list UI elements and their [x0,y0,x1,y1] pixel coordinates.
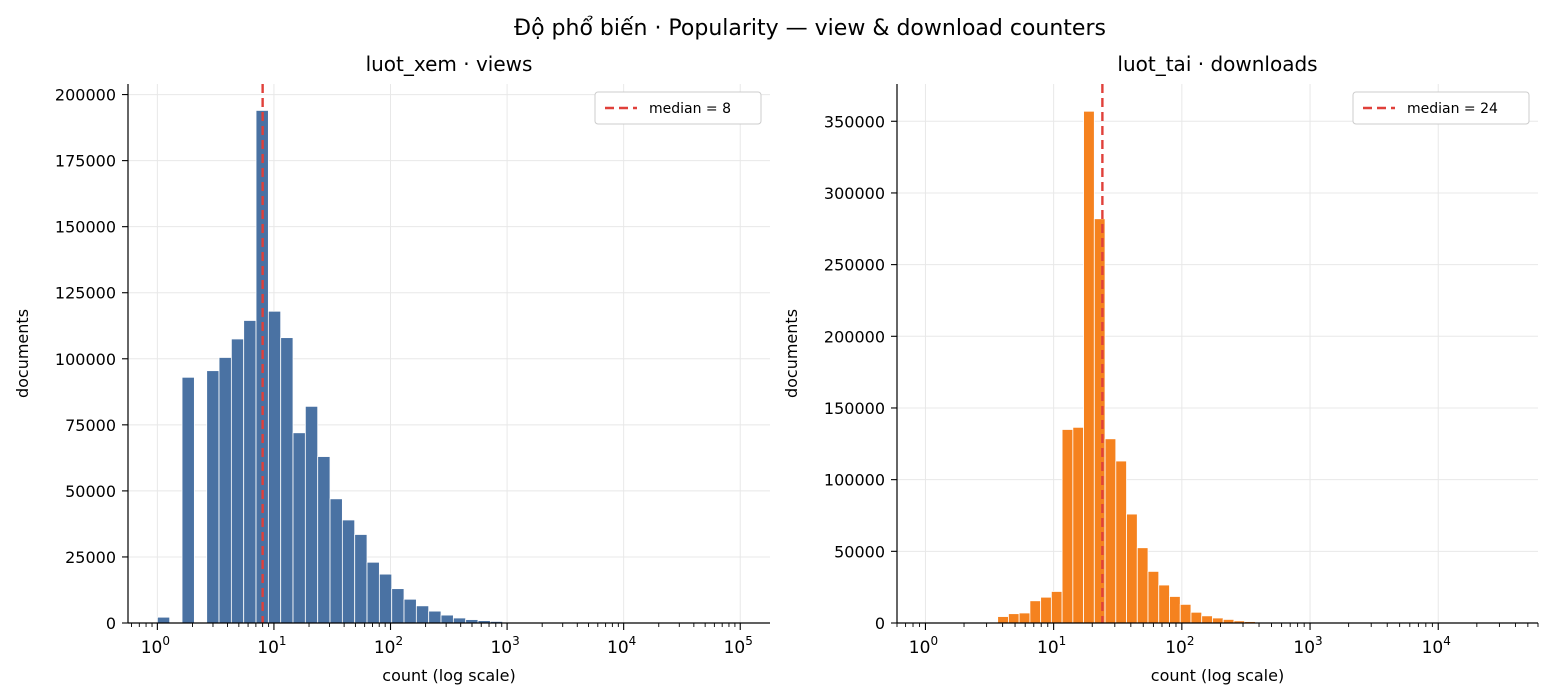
views-bar [354,534,368,624]
downloads-bar [1104,438,1117,624]
views-bar [329,498,343,624]
views-bar [206,370,220,624]
downloads-panel-title: luot_tai · downloads [1117,52,1317,76]
views-bar [378,573,393,624]
views-legend-box [594,91,762,125]
views-x-tick-label: 100 [141,634,170,658]
downloads-y-tick-label: 150000 [824,399,885,418]
downloads-bar [1212,617,1224,624]
downloads-y-tick-label: 300000 [824,184,885,203]
downloads-grid [897,84,1538,624]
views-y-tick-label: 125000 [55,284,116,303]
downloads-y-tick-label: 200000 [824,327,885,346]
views-x-tick-label: 103 [490,634,519,658]
views-legend-label: median = 8 [649,101,731,117]
views-histogram-panel: 100 101 102 103 104 105 0 25000 50000 75000 100000… [13,52,770,685]
downloads-bar [1158,584,1170,624]
views-y-ticks: 0 25000 50000 75000 100000 125000 150000 175000… [55,86,128,633]
downloads-x-axis-label: count (log scale) [1151,666,1284,685]
views-y-axis-label: documents [13,309,32,398]
downloads-bar [1040,596,1052,624]
downloads-bar [1061,429,1074,624]
views-bar [403,598,417,624]
downloads-bar [1190,611,1203,624]
downloads-x-tick-label: 103 [1293,634,1322,658]
downloads-bar [1018,612,1031,624]
views-y-tick-label: 150000 [55,218,116,237]
downloads-bar [1083,110,1095,624]
downloads-y-tick-label: 50000 [834,542,885,561]
views-y-tick-label: 200000 [55,86,116,105]
views-bar [415,605,430,624]
downloads-bar [1029,600,1042,624]
views-bar [440,614,454,624]
views-bar [156,616,171,624]
views-x-tick-label: 105 [724,634,753,658]
downloads-y-axis-label: documents [782,309,801,398]
views-y-tick-label: 25000 [65,548,116,567]
views-bar [218,357,232,624]
downloads-x-tick-label: 102 [1165,634,1194,658]
downloads-x-tick-label: 101 [1037,634,1066,658]
downloads-legend-label: median = 24 [1407,101,1498,117]
views-bar [341,519,356,624]
views-x-tick-label: 104 [607,634,636,658]
views-y-tick-label: 75000 [65,416,116,435]
views-x-tick-label: 101 [257,634,286,658]
views-bar [366,561,380,624]
downloads-y-ticks: 0 50000 100000 150000 200000 250000 300000 3500… [824,112,897,633]
downloads-x-ticks: 100 101 102 103 104 [896,623,1539,658]
views-legend: median = 8 [594,91,762,125]
downloads-y-tick-label: 250000 [824,256,885,275]
downloads-y-tick-label: 350000 [824,112,885,131]
downloads-bar [1201,615,1213,624]
downloads-bar [997,616,1009,624]
views-y-tick-label: 175000 [55,152,116,171]
downloads-bar [1147,570,1160,624]
downloads-x-tick-label: 104 [1422,634,1451,658]
views-bar [267,310,282,624]
views-bar [428,610,442,624]
downloads-bar [1008,613,1020,624]
downloads-bar [1115,460,1127,624]
views-x-axis-label: count (log scale) [382,666,515,685]
views-bar [304,405,319,624]
downloads-bar [1050,591,1063,624]
downloads-y-tick-label: 100000 [824,471,885,490]
downloads-legend: median = 24 [1352,91,1530,125]
views-bar [452,617,467,624]
downloads-x-tick-label: 100 [909,634,938,658]
views-bar [280,337,294,624]
downloads-bar [1126,513,1138,624]
views-y-tick-label: 100000 [55,350,116,369]
downloads-bar [1136,547,1149,624]
downloads-bar [1072,426,1084,624]
downloads-bar [1169,596,1181,624]
downloads-bar [1179,603,1192,624]
views-bar [243,320,257,624]
views-x-tick-label: 102 [374,634,403,658]
figure-suptitle: Độ phổ biến · Popularity — view & downlo… [514,16,1106,41]
downloads-histogram-panel: 100 101 102 103 104 0 50000 100000 150000 200000 2… [782,52,1539,685]
downloads-legend-box [1352,91,1530,125]
views-x-ticks: 100 101 102 103 104 105 [131,623,753,658]
views-y-tick-label: 0 [106,614,116,633]
views-panel-title: luot_xem · views [366,52,533,76]
views-y-tick-label: 50000 [65,482,116,501]
views-bar [292,432,306,624]
views-bars [156,110,516,624]
views-bar [230,338,245,624]
views-bar [181,376,195,624]
views-bar [317,456,331,624]
downloads-y-tick-label: 0 [875,614,885,633]
views-bar [391,588,405,624]
downloads-bars [997,110,1299,624]
